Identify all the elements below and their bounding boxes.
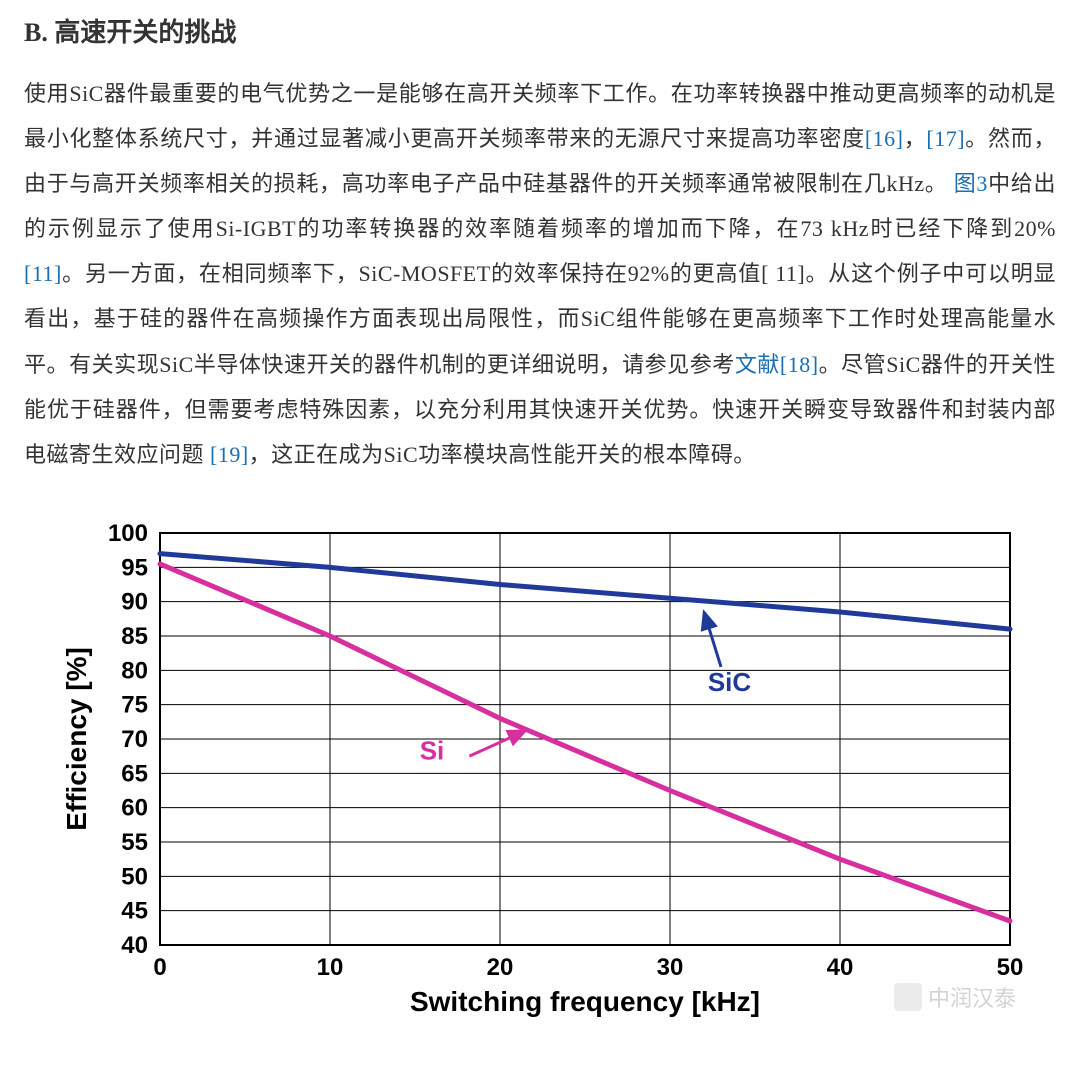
page: B. 高速开关的挑战 使用SiC器件最重要的电气优势之一是能够在高开关频率下工作… [0, 0, 1080, 1045]
svg-text:SiC: SiC [708, 667, 752, 697]
svg-text:Switching frequency [kHz]: Switching frequency [kHz] [410, 986, 760, 1017]
svg-text:60: 60 [121, 795, 148, 822]
svg-text:45: 45 [121, 898, 148, 925]
svg-text:50: 50 [121, 863, 148, 890]
svg-text:90: 90 [121, 589, 148, 616]
section-paragraph: 使用SiC器件最重要的电气优势之一是能够在高开关频率下工作。在功率转换器中推动更… [24, 71, 1056, 477]
citation-link[interactable]: [17] [926, 126, 965, 151]
svg-text:55: 55 [121, 829, 148, 856]
efficiency-chart: 0 10 20 30 40 50 40 45 50 55 60 65 70 75 80 85 90 95 100 Sw… [40, 505, 1040, 1025]
wechat-icon [894, 983, 922, 1011]
svg-text:85: 85 [121, 623, 148, 650]
svg-text:0: 0 [153, 954, 166, 981]
watermark: 中润汉泰 [894, 981, 1016, 1013]
svg-text:Efficiency [%]: Efficiency [%] [61, 647, 92, 831]
citation-link[interactable]: 文献[18] [735, 352, 819, 377]
section-heading: B. 高速开关的挑战 [24, 12, 1056, 49]
svg-text:100: 100 [108, 520, 148, 547]
svg-text:80: 80 [121, 657, 148, 684]
svg-text:10: 10 [317, 954, 344, 981]
citation-link[interactable]: [16] [865, 126, 904, 151]
svg-text:40: 40 [827, 954, 854, 981]
svg-text:40: 40 [121, 932, 148, 959]
svg-text:Si: Si [420, 735, 445, 765]
svg-text:65: 65 [121, 760, 148, 787]
watermark-text: 中润汉泰 [928, 981, 1016, 1013]
svg-text:95: 95 [121, 554, 148, 581]
citation-link[interactable]: [19] [210, 442, 249, 467]
citation-link[interactable]: 图3 [948, 171, 988, 196]
citation-link[interactable]: [11] [24, 261, 62, 286]
svg-text:70: 70 [121, 726, 148, 753]
svg-text:50: 50 [997, 954, 1024, 981]
figure-wrap: 0 10 20 30 40 50 40 45 50 55 60 65 70 75 80 85 90 95 100 Sw… [24, 505, 1056, 1025]
svg-text:20: 20 [487, 954, 514, 981]
svg-text:75: 75 [121, 692, 148, 719]
svg-text:30: 30 [657, 954, 684, 981]
